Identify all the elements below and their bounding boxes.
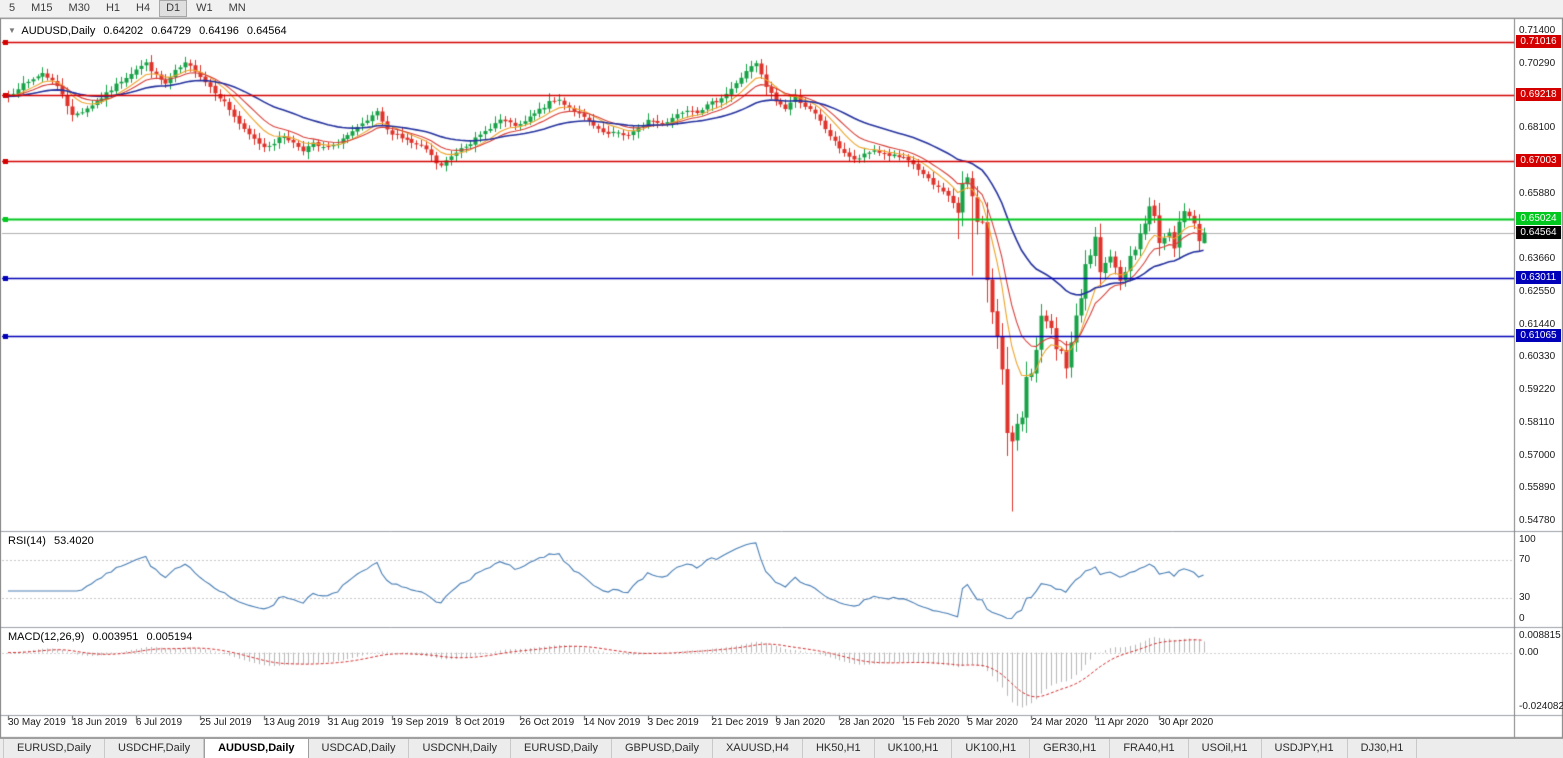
symbol-tab-eurusd-daily[interactable]: EURUSD,Daily: [3, 739, 105, 758]
symbol-tab-usoil-h1[interactable]: USOil,H1: [1189, 739, 1262, 758]
timeframe-button-h1[interactable]: H1: [105, 2, 120, 14]
timeframe-button-mn[interactable]: MN: [228, 2, 246, 14]
timeframe-button-m15[interactable]: M15: [31, 2, 53, 14]
symbol-tab-xauusd-h4[interactable]: XAUUSD,H4: [713, 739, 803, 758]
symbol-tab-dj30-h1[interactable]: DJ30,H1: [1348, 739, 1418, 758]
timeframe-button-5[interactable]: 5: [9, 2, 16, 14]
timeframe-button-d1[interactable]: D1: [159, 0, 188, 17]
symbol-tab-uk100-h1[interactable]: UK100,H1: [952, 739, 1031, 758]
timeframe-button-h4[interactable]: H4: [136, 2, 151, 14]
symbol-tab-uk100-h1[interactable]: UK100,H1: [875, 739, 953, 758]
symbol-tab-bar: EURUSD,Daily USDCHF,Daily AUDUSD,Daily USDC…: [0, 738, 1563, 758]
timeframe-button-m30[interactable]: M30: [68, 2, 90, 14]
symbol-tab-fra40-h1[interactable]: FRA40,H1: [1110, 739, 1189, 758]
symbol-tab-gbpusd-daily[interactable]: GBPUSD,Daily: [612, 739, 713, 758]
timeframe-toolbar: 5 M15 M30 H1 H4 D1 W1 MN: [0, 0, 1563, 18]
symbol-tab-usdcad-daily[interactable]: USDCAD,Daily: [309, 739, 410, 758]
symbol-tab-usdjpy-h1[interactable]: USDJPY,H1: [1262, 739, 1348, 758]
symbol-tab-usdcnh-daily[interactable]: USDCNH,Daily: [409, 739, 512, 758]
symbol-tab-eurusd-daily[interactable]: EURUSD,Daily: [511, 739, 612, 758]
symbol-tab-hk50-h1[interactable]: HK50,H1: [803, 739, 875, 758]
symbol-tab-usdchf-daily[interactable]: USDCHF,Daily: [105, 739, 205, 758]
symbol-tab-ger30-h1[interactable]: GER30,H1: [1030, 739, 1111, 758]
symbol-tab-audusd-daily[interactable]: AUDUSD,Daily: [204, 739, 309, 758]
timeframe-button-w1[interactable]: W1: [196, 2, 213, 14]
